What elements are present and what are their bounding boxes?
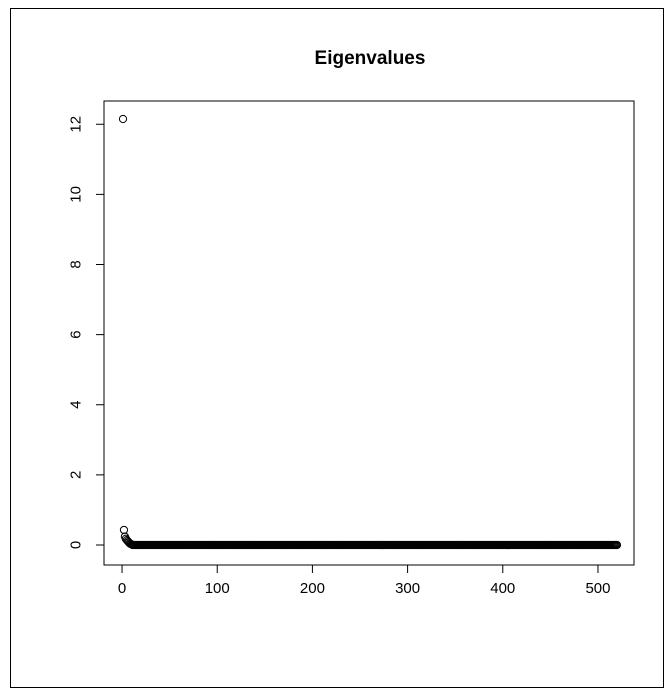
x-tick-label: 100	[205, 580, 230, 597]
data-point	[612, 540, 622, 550]
data-points	[118, 114, 622, 550]
x-tick-label: 200	[300, 580, 325, 597]
data-point	[118, 114, 128, 124]
x-tick-label: 300	[395, 580, 420, 597]
y-tick-label: 6	[68, 330, 85, 338]
y-tick-label: 12	[68, 116, 85, 133]
chart-title: Eigenvalues	[315, 48, 426, 69]
axes: 0 100 200 300 400 500 0 2 4 6 8 10 12	[68, 116, 611, 597]
y-tick-label: 2	[68, 471, 85, 479]
y-tick-label: 4	[68, 401, 85, 409]
x-tick-label: 0	[118, 580, 126, 597]
x-tick-label: 500	[585, 580, 610, 597]
plot-frame	[10, 8, 664, 688]
data-point	[119, 525, 129, 535]
plot-box	[103, 100, 635, 566]
y-tick-label: 10	[68, 186, 85, 203]
y-tick-label: 8	[68, 260, 85, 268]
x-tick-label: 400	[490, 580, 515, 597]
y-tick-label: 0	[68, 541, 85, 549]
